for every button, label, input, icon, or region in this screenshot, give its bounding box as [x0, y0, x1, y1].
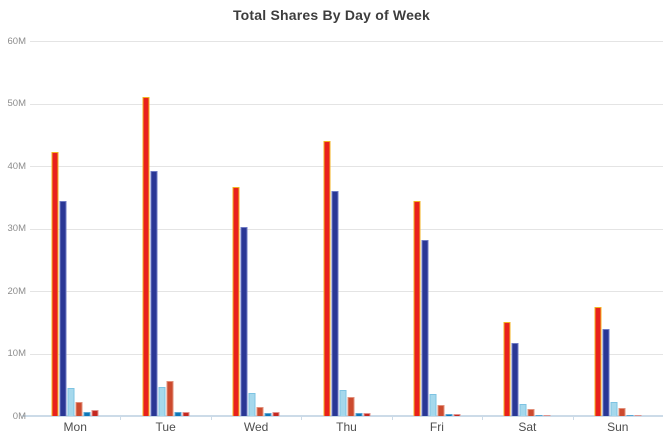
- bar-orange-red-thu[interactable]: [347, 397, 354, 416]
- bar-blue-wed[interactable]: [264, 413, 272, 416]
- bar-blue-mon[interactable]: [83, 412, 91, 416]
- bar-group-wed: [232, 187, 280, 416]
- bar-dark-red-thu[interactable]: [363, 413, 370, 416]
- bar-red-sun[interactable]: [594, 307, 602, 416]
- bar-light-blue-thu[interactable]: [339, 390, 346, 416]
- bar-orange-red-tue[interactable]: [166, 381, 174, 416]
- bar-orange-red-sun[interactable]: [618, 408, 626, 416]
- bar-red-sat[interactable]: [503, 322, 511, 416]
- bar-dark-red-sun[interactable]: [634, 415, 642, 416]
- gridline: [30, 353, 663, 355]
- gridline: [30, 291, 663, 292]
- x-axis-label-mon: Mon: [63, 420, 87, 434]
- bar-dark-red-mon[interactable]: [91, 410, 99, 416]
- x-axis-label-thu: Thu: [336, 420, 357, 434]
- bar-light-blue-sat[interactable]: [519, 404, 527, 416]
- bar-navy-tue[interactable]: [150, 171, 158, 416]
- bar-red-mon[interactable]: [51, 152, 59, 416]
- bar-blue-fri[interactable]: [445, 414, 453, 416]
- y-axis-tick-label: 0M: [12, 410, 26, 422]
- bar-light-blue-sun[interactable]: [610, 402, 618, 416]
- bar-red-wed[interactable]: [232, 187, 240, 416]
- x-axis-tick: [301, 416, 303, 420]
- bar-dark-red-tue[interactable]: [182, 412, 190, 416]
- bar-navy-thu[interactable]: [331, 191, 338, 416]
- bar-red-tue[interactable]: [142, 97, 150, 416]
- bar-navy-sat[interactable]: [511, 343, 519, 416]
- bar-group-thu: [323, 141, 370, 416]
- y-axis-tick-label: 40M: [7, 160, 26, 172]
- bar-group-fri: [413, 201, 461, 416]
- bar-dark-red-sat[interactable]: [543, 415, 551, 416]
- y-axis-tick-label: 20M: [7, 285, 26, 297]
- bar-light-blue-wed[interactable]: [248, 393, 256, 416]
- bar-light-blue-mon[interactable]: [67, 388, 75, 416]
- x-axis-label-fri: Fri: [429, 420, 444, 434]
- bar-orange-red-mon[interactable]: [75, 402, 83, 416]
- y-axis-tick-label: 30M: [7, 223, 26, 234]
- bar-navy-fri[interactable]: [421, 240, 429, 416]
- bar-light-blue-tue[interactable]: [158, 387, 166, 416]
- bar-blue-sat[interactable]: [535, 415, 543, 416]
- bar-dark-red-wed[interactable]: [272, 412, 280, 416]
- x-axis-tick: [391, 416, 393, 420]
- gridline: [30, 41, 663, 42]
- y-axis-tick-label: 60M: [7, 35, 26, 47]
- bar-light-blue-fri[interactable]: [429, 394, 437, 416]
- bar-navy-sun[interactable]: [602, 329, 610, 416]
- bar-group-sat: [503, 322, 551, 416]
- bar-blue-thu[interactable]: [355, 413, 362, 416]
- x-axis-label-wed: Wed: [243, 420, 269, 434]
- bar-group-sun: [594, 307, 642, 416]
- gridline: [30, 103, 663, 105]
- bar-red-fri[interactable]: [413, 201, 421, 416]
- bar-red-thu[interactable]: [323, 141, 330, 416]
- x-axis-label-sun: Sun: [607, 420, 629, 434]
- y-axis-tick-label: 10M: [7, 348, 26, 359]
- x-axis-line: [22, 415, 663, 417]
- bar-orange-red-fri[interactable]: [437, 405, 445, 416]
- y-axis-tick-label: 50M: [7, 98, 26, 109]
- gridline: [30, 166, 663, 167]
- bar-blue-sun[interactable]: [626, 415, 634, 416]
- x-axis-tick: [210, 416, 212, 420]
- bar-navy-mon[interactable]: [59, 201, 67, 416]
- bar-blue-tue[interactable]: [174, 412, 182, 416]
- bar-orange-red-wed[interactable]: [256, 407, 264, 416]
- bar-orange-red-sat[interactable]: [527, 409, 535, 416]
- plot-area: [22, 41, 663, 420]
- x-axis-label-tue: Tue: [155, 420, 176, 434]
- x-axis-tick: [482, 416, 484, 420]
- bar-group-mon: [51, 152, 99, 416]
- chart-title: Total Shares By Day of Week: [232, 7, 431, 23]
- bar-navy-wed[interactable]: [240, 227, 248, 416]
- bar-group-tue: [142, 97, 190, 416]
- x-axis-tick: [120, 416, 122, 420]
- x-axis-label-sat: Sat: [518, 420, 537, 434]
- gridline: [30, 228, 663, 230]
- bar-dark-red-fri[interactable]: [453, 414, 461, 416]
- x-axis-tick: [572, 416, 574, 420]
